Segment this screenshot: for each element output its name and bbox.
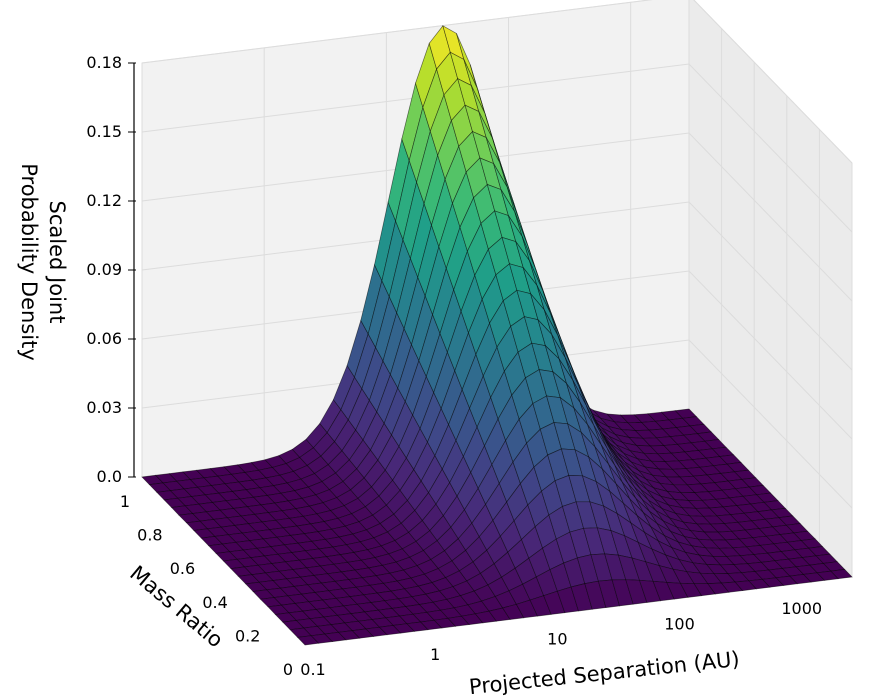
z-tick-label: 0.06 xyxy=(86,329,122,348)
z-tick-label: 0.0 xyxy=(97,467,122,486)
z-gridline xyxy=(141,0,853,164)
x-tick-label: 1 xyxy=(430,645,440,664)
z-tick-label: 0.18 xyxy=(86,53,122,72)
z-tick-label: 0.09 xyxy=(86,260,122,279)
x-tick-label: 1000 xyxy=(781,599,822,618)
x-axis-label: Projected Separation (AU) xyxy=(468,647,741,699)
y-tick-label: 0.6 xyxy=(170,559,195,578)
x-tick-label: 10 xyxy=(547,630,567,649)
surface-cell xyxy=(830,569,853,580)
z-axis-label-line-1: Scaled Joint xyxy=(45,201,69,324)
y-tick-label: 1 xyxy=(120,492,130,511)
z-tick-label: 0.15 xyxy=(86,122,122,141)
x-tick-label: 0.1 xyxy=(300,660,325,679)
y-tick-label: 0.8 xyxy=(137,526,162,545)
x-tick-label: 100 xyxy=(664,614,695,633)
z-tick-label: 0.12 xyxy=(86,191,122,210)
tick-labels: 0.00.030.060.090.120.150.180.11101001000… xyxy=(86,53,822,679)
surface-mesh xyxy=(141,25,853,646)
y-tick-label: 0.2 xyxy=(235,626,260,645)
y-tick-label: 0 xyxy=(283,660,293,679)
z-axis-label-line-2: Probability Density xyxy=(17,163,41,361)
z-tick-label: 0.03 xyxy=(86,398,122,417)
y-tick-label: 0.4 xyxy=(202,593,227,612)
